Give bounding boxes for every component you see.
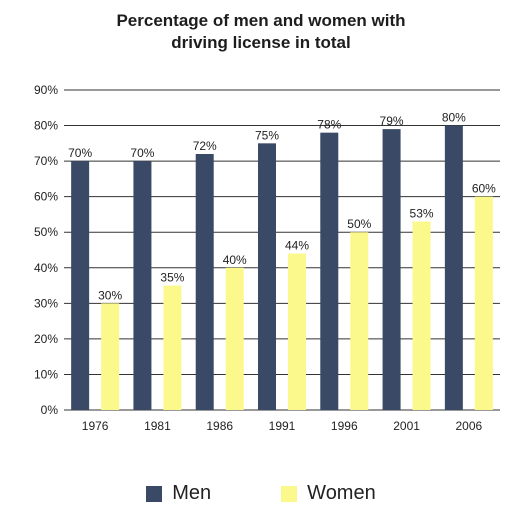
legend-item-women: Women <box>281 482 376 505</box>
data-label: 75% <box>255 128 279 142</box>
data-label: 78% <box>317 118 341 132</box>
data-label: 30% <box>98 288 122 302</box>
data-label: 79% <box>380 114 404 128</box>
bar-women <box>412 221 431 410</box>
y-tick-label: 30% <box>34 296 58 310</box>
chart-title-line1: Percentage of men and women with <box>116 11 406 30</box>
data-label: 60% <box>472 182 496 196</box>
bar-men <box>444 125 463 411</box>
bar-men <box>71 161 90 410</box>
y-tick-label: 70% <box>34 154 58 168</box>
bar-men <box>320 132 339 410</box>
data-label: 80% <box>442 111 466 125</box>
x-tick-label: 1991 <box>269 419 296 433</box>
bar-men <box>258 143 276 411</box>
bar-women <box>288 253 306 410</box>
y-tick-label: 40% <box>34 261 58 275</box>
legend-swatch-women <box>281 485 298 502</box>
bar-women <box>474 196 493 410</box>
bar-men <box>382 129 401 410</box>
y-tick-label: 10% <box>34 367 58 381</box>
x-tick-label: 2001 <box>393 419 420 433</box>
y-tick-label: 20% <box>34 332 58 346</box>
bar-women <box>163 285 182 410</box>
y-tick-label: 90% <box>34 83 58 97</box>
x-tick-label: 2006 <box>456 419 483 433</box>
legend: Men Women <box>0 482 522 505</box>
data-label: 70% <box>130 146 154 160</box>
legend-label-men: Men <box>172 482 212 504</box>
data-label: 50% <box>347 217 371 231</box>
y-tick-label: 0% <box>41 403 59 417</box>
y-tick-label: 80% <box>34 119 58 133</box>
x-tick-label: 1976 <box>82 419 109 433</box>
data-label: 72% <box>193 139 217 153</box>
chart-title-line2: driving license in total <box>171 33 351 52</box>
legend-swatch-men <box>146 485 163 502</box>
legend-label-women: Women <box>307 482 376 504</box>
bar-women <box>101 303 120 410</box>
y-tick-label: 50% <box>34 225 58 239</box>
bar-women <box>350 232 369 410</box>
bar-men <box>133 161 152 410</box>
x-tick-label: 1981 <box>144 419 171 433</box>
bar-women <box>225 267 244 410</box>
legend-item-men: Men <box>146 482 211 505</box>
data-label: 70% <box>68 146 92 160</box>
bar-chart: 0% 10% 20% 30% 40% 50% 60% 70% 80% 90% 70% 30% 1976 7… <box>34 83 500 433</box>
data-label: 40% <box>223 253 247 267</box>
x-tick-label: 1986 <box>206 419 233 433</box>
data-label: 53% <box>410 207 434 221</box>
data-label: 44% <box>285 239 309 253</box>
y-tick-label: 60% <box>34 190 58 204</box>
data-label: 35% <box>160 271 184 285</box>
bar-men <box>195 154 214 410</box>
x-tick-label: 1996 <box>331 419 358 433</box>
chart-title: Percentage of men and women with driving… <box>0 10 522 54</box>
